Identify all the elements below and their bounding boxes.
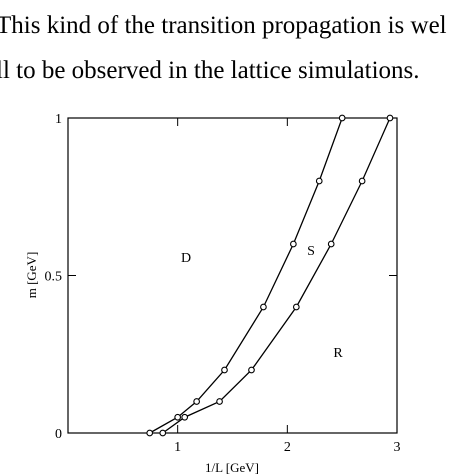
x-tick-label: 2 (284, 440, 291, 455)
point (386, 114, 394, 122)
region-label: D (181, 251, 191, 266)
curve (162, 117, 391, 434)
x-tick-label: 3 (394, 440, 401, 455)
y-tick-label: 0.5 (45, 270, 63, 285)
y-tick-label: 1 (55, 112, 62, 127)
point (193, 398, 200, 405)
point (159, 429, 167, 437)
point (358, 177, 366, 185)
point (290, 240, 297, 248)
x-tick-label: 1 (174, 440, 181, 455)
y-tick-label: 0 (55, 427, 62, 442)
region-label: R (333, 346, 343, 361)
text-line: ll to be observed in the lattice simulat… (0, 57, 420, 84)
point (327, 240, 335, 248)
point (260, 303, 267, 311)
point (146, 429, 154, 437)
plot-frame (67, 117, 398, 434)
point (181, 413, 189, 421)
x-axis-label: 1/L [GeV] (205, 460, 259, 474)
region-label: S (307, 244, 315, 259)
point (221, 366, 228, 374)
y-axis-label: m [GeV] (24, 252, 39, 299)
point (248, 366, 255, 374)
curve (149, 117, 343, 434)
point (338, 114, 346, 122)
point (292, 303, 300, 311)
point (216, 398, 223, 405)
point (315, 177, 323, 185)
point (174, 413, 182, 421)
text-line: This kind of the transition propagation … (0, 12, 447, 39)
